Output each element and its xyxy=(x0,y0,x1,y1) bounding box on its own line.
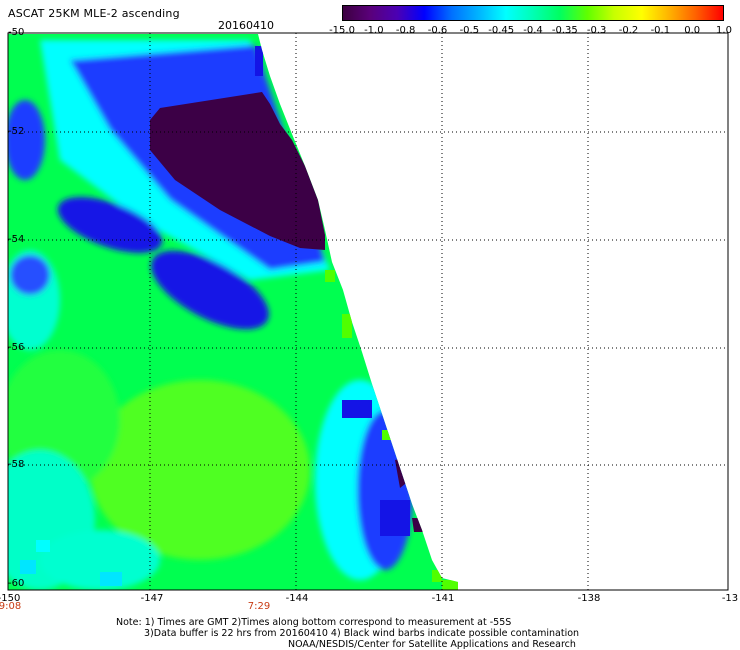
grid-lines xyxy=(8,32,728,590)
ascat-swath xyxy=(8,34,458,590)
color-scale-tick-label: -0.3 xyxy=(586,25,607,36)
y-tick-label: -50 xyxy=(8,27,25,38)
chart-date: 20160410 xyxy=(218,19,274,32)
y-tick-label: -58 xyxy=(8,459,25,470)
time-label: 7:29 xyxy=(247,601,271,612)
x-tick-label: -141 xyxy=(431,593,455,604)
note-line-3: NOAA/NESDIS/Center for Satellite Applica… xyxy=(288,639,576,650)
color-scale-tick-label: -0.8 xyxy=(395,25,416,36)
y-tick-label: -56 xyxy=(8,342,25,353)
y-tick-label: -52 xyxy=(8,126,25,137)
x-tick-label: -138 xyxy=(577,593,601,604)
time-label: 9:08 xyxy=(0,601,22,612)
x-tick-label: -13 xyxy=(721,593,739,604)
color-scale-tick-label: -0.5 xyxy=(459,25,480,36)
color-scale-tick-label: 0.0 xyxy=(684,25,701,36)
chart-title: ASCAT 25KM MLE-2 ascending xyxy=(8,7,180,20)
color-scale-tick-label: -1.0 xyxy=(364,25,384,36)
x-tick-label: -147 xyxy=(140,593,164,604)
color-scale-tick-label: -0.1 xyxy=(650,25,671,36)
color-scale-tick-label: -0.35 xyxy=(551,25,578,36)
color-scale-tick-label: -0.6 xyxy=(427,25,448,36)
x-tick-label: -150 xyxy=(0,593,21,604)
color-scale-tick-label: -0.4 xyxy=(523,25,543,36)
color-scale-tick-label: -0.45 xyxy=(488,25,515,36)
color-scale-tick-label: -0.2 xyxy=(618,25,639,36)
color-scale-tick-label: -15.0 xyxy=(329,25,355,36)
color-scale-bar xyxy=(342,5,724,21)
note-line-1: Note: 1) Times are GMT 2)Times along bot… xyxy=(116,617,512,628)
color-scale-tick-label: 1.0 xyxy=(716,25,732,36)
note-line-2: 3)Data buffer is 22 hrs from 20160410 4)… xyxy=(144,628,580,639)
y-tick-label: -60 xyxy=(8,578,25,589)
x-tick-label: -144 xyxy=(285,593,309,604)
y-tick-label: -54 xyxy=(8,234,25,245)
